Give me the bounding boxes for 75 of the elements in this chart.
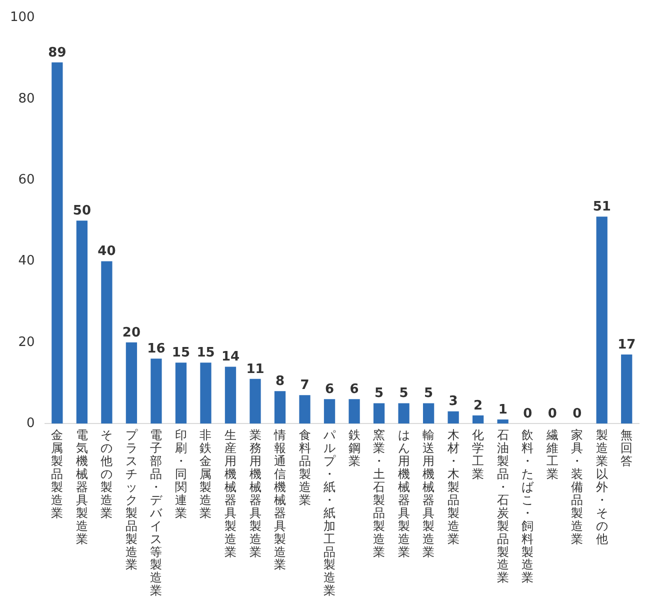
x-tick-label: その他の製造業 bbox=[100, 428, 113, 520]
x-tick-label: 化学工業 bbox=[472, 428, 484, 482]
bar bbox=[422, 403, 434, 424]
x-tick-label: 食料品製造業 bbox=[298, 428, 311, 507]
x-tick-label: 印刷・同関連業 bbox=[174, 428, 187, 520]
category-label: 電子部品・デバイス等製造業 bbox=[150, 428, 162, 598]
bar bbox=[150, 358, 162, 424]
category-label: 情報通信機械器具製造業 bbox=[274, 428, 286, 572]
data-label: 14 bbox=[221, 350, 240, 365]
y-tick-label: 80 bbox=[18, 91, 35, 106]
data-label: 11 bbox=[246, 362, 264, 377]
data-label: 6 bbox=[325, 382, 334, 398]
data-label: 1 bbox=[498, 402, 508, 418]
category-label: パルプ・紙・紙加工品製造業 bbox=[324, 428, 336, 598]
bar bbox=[250, 378, 261, 424]
bar bbox=[348, 399, 360, 424]
category-label: 輸送用機械器具製造業 bbox=[422, 428, 435, 559]
data-label: 50 bbox=[72, 204, 91, 219]
y-tick-label: 20 bbox=[18, 334, 35, 350]
data-label: 51 bbox=[592, 199, 611, 214]
data-label: 5 bbox=[399, 386, 408, 402]
category-label: はん用機械器具製造業 bbox=[398, 428, 410, 559]
y-tick-label: 0 bbox=[26, 416, 35, 431]
data-label: 17 bbox=[618, 337, 636, 352]
bar bbox=[621, 354, 632, 424]
category-label: プラスチック製品製造業 bbox=[125, 428, 138, 572]
category-label: 木材・木製品製造業 bbox=[447, 428, 460, 546]
bar bbox=[175, 362, 187, 424]
x-tick-label: 繊維工業 bbox=[545, 428, 558, 482]
data-label: 5 bbox=[374, 386, 384, 402]
x-tick-label: 非鉄金属製造業 bbox=[200, 428, 212, 520]
bar bbox=[101, 261, 112, 424]
bar bbox=[472, 415, 484, 424]
bar bbox=[497, 419, 508, 424]
x-tick-label: 鉄鋼業 bbox=[348, 428, 360, 468]
bar bbox=[274, 391, 286, 424]
data-label: 16 bbox=[147, 341, 166, 356]
y-tick-label: 40 bbox=[18, 254, 35, 269]
y-tick-label: 100 bbox=[10, 10, 35, 26]
data-label: 0 bbox=[572, 406, 582, 422]
category-label: 家具・装備品製造業 bbox=[571, 428, 584, 546]
data-label: 2 bbox=[474, 398, 483, 414]
data-label: 3 bbox=[448, 394, 458, 410]
category-label: 電気機械器具製造業 bbox=[76, 428, 88, 546]
data-label: 40 bbox=[98, 244, 116, 260]
data-label: 5 bbox=[424, 386, 434, 402]
bar bbox=[398, 403, 410, 424]
category-label: 石油製品・石炭製品製造業 bbox=[496, 428, 509, 585]
bar bbox=[299, 395, 310, 424]
x-tick-label: 無回答 bbox=[620, 428, 633, 468]
bar bbox=[596, 216, 608, 424]
data-label: 0 bbox=[523, 406, 532, 422]
x-tick-label: 金属製品製造業 bbox=[51, 428, 64, 520]
data-label: 7 bbox=[300, 378, 310, 393]
data-label: 20 bbox=[122, 325, 141, 340]
bar bbox=[224, 366, 236, 424]
data-label: 15 bbox=[172, 346, 190, 361]
category-label: 窯業・土石製品製造業 bbox=[373, 428, 386, 559]
category-label: 飲料・たばこ・飼料製造業 bbox=[522, 428, 534, 585]
bar bbox=[373, 403, 385, 424]
category-label: 業務用機械器具製造業 bbox=[249, 428, 262, 559]
data-label: 8 bbox=[275, 374, 285, 389]
bar bbox=[448, 411, 459, 424]
bar bbox=[52, 62, 63, 424]
bar bbox=[126, 342, 138, 424]
bar bbox=[76, 220, 88, 424]
y-tick-label: 60 bbox=[18, 172, 35, 188]
category-label: 製造業以外・その他 bbox=[596, 428, 608, 546]
bar bbox=[200, 362, 212, 424]
data-label: 15 bbox=[196, 346, 215, 361]
data-label: 89 bbox=[48, 45, 66, 60]
bar bbox=[324, 399, 336, 424]
data-label: 0 bbox=[548, 406, 557, 422]
category-label: 生産用機械器具製造業 bbox=[224, 428, 236, 559]
data-label: 6 bbox=[350, 382, 359, 398]
